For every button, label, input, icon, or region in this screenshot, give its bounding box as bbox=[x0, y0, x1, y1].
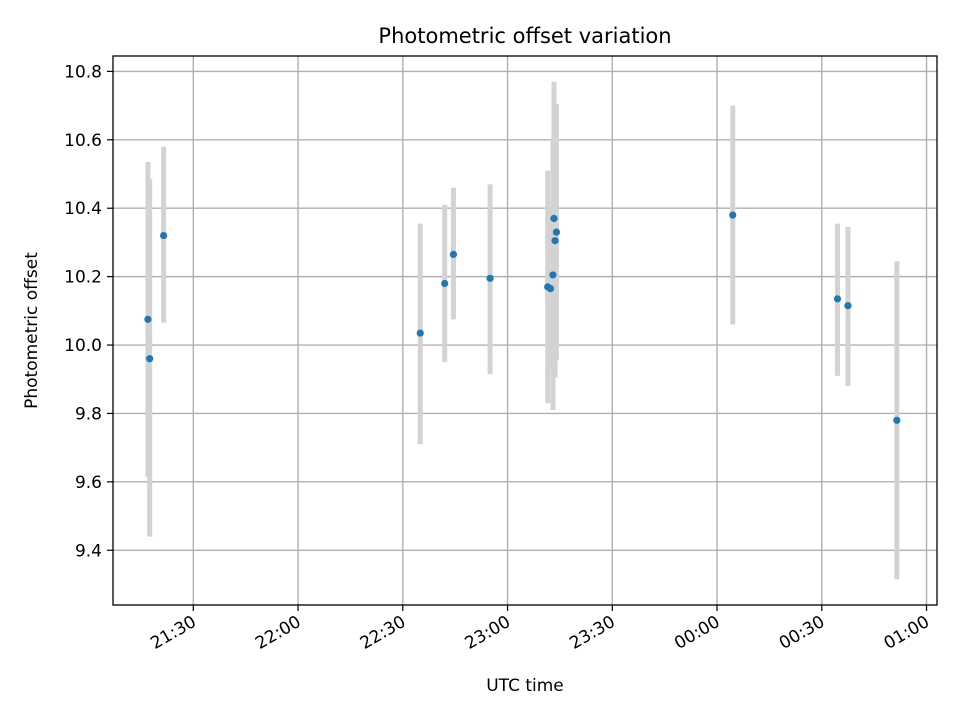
x-tick-label-0030: 00:30 bbox=[776, 612, 828, 654]
plot-frame bbox=[112, 55, 938, 606]
y-tick-label-9-8: 9.8 bbox=[75, 404, 102, 424]
data-point-1 bbox=[144, 315, 152, 323]
data-point-13 bbox=[552, 228, 561, 236]
x-tick-label-2130: 21:30 bbox=[147, 612, 199, 654]
x-tick-label-0100: 01:00 bbox=[881, 612, 933, 654]
x-axis-label: UTC time bbox=[486, 676, 564, 696]
x-tick-label-0000: 00:00 bbox=[671, 612, 723, 654]
error-bars bbox=[145, 81, 900, 580]
data-point-5 bbox=[441, 279, 449, 288]
data-point-17 bbox=[893, 416, 901, 424]
x-tick-label-2330: 23:30 bbox=[566, 612, 618, 654]
y-tick-label-10-0: 10.0 bbox=[64, 336, 102, 356]
x-tick-label-2300: 23:00 bbox=[462, 612, 514, 654]
y-tick-label-9-6: 9.6 bbox=[75, 473, 102, 493]
data-point-10 bbox=[549, 271, 557, 279]
data-point-11 bbox=[550, 214, 558, 223]
x-tick-label-2230: 22:30 bbox=[357, 612, 409, 654]
data-points bbox=[144, 211, 901, 424]
y-tick-label-10-6: 10.6 bbox=[64, 131, 102, 151]
data-point-16 bbox=[844, 302, 852, 310]
grid bbox=[113, 56, 937, 605]
chart-title: Photometric offset variation bbox=[378, 24, 671, 48]
data-point-3 bbox=[160, 231, 168, 240]
data-point-4 bbox=[416, 329, 424, 337]
data-point-9 bbox=[546, 284, 555, 293]
data-point-12 bbox=[551, 237, 559, 245]
data-point-2 bbox=[146, 355, 154, 363]
axis-ticks: 21:30 22:00 22:30 23:00 23:30 00:00 00:30 01:00… bbox=[64, 62, 933, 653]
data-point-6 bbox=[449, 250, 458, 258]
data-point-7 bbox=[486, 274, 494, 282]
y-tick-label-10-8: 10.8 bbox=[64, 62, 102, 82]
y-axis-label: Photometric offset bbox=[22, 252, 42, 409]
y-tick-label-10-2: 10.2 bbox=[64, 268, 102, 288]
x-tick-label-2200: 22:00 bbox=[252, 612, 304, 654]
data-point-15 bbox=[833, 295, 842, 303]
y-tick-label-10-4: 10.4 bbox=[64, 199, 102, 219]
data-point-14 bbox=[729, 211, 737, 219]
y-tick-label-9-4: 9.4 bbox=[75, 541, 102, 561]
